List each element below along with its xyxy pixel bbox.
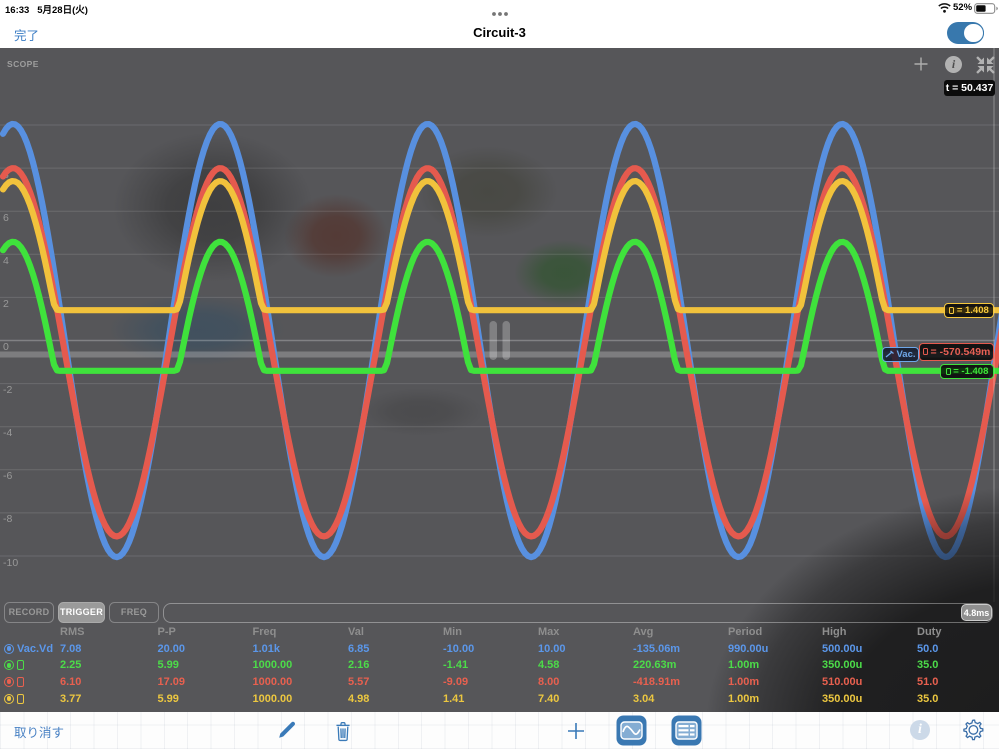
svg-text:-2: -2 <box>3 384 12 396</box>
svg-text:-4: -4 <box>3 427 12 439</box>
svg-text:0: 0 <box>3 341 9 353</box>
svg-text:2: 2 <box>3 298 9 310</box>
svg-text:-8: -8 <box>3 513 12 525</box>
svg-text:-10: -10 <box>3 557 18 569</box>
svg-text:6: 6 <box>3 212 9 224</box>
svg-text:-6: -6 <box>3 470 12 482</box>
svg-text:4: 4 <box>3 255 9 267</box>
